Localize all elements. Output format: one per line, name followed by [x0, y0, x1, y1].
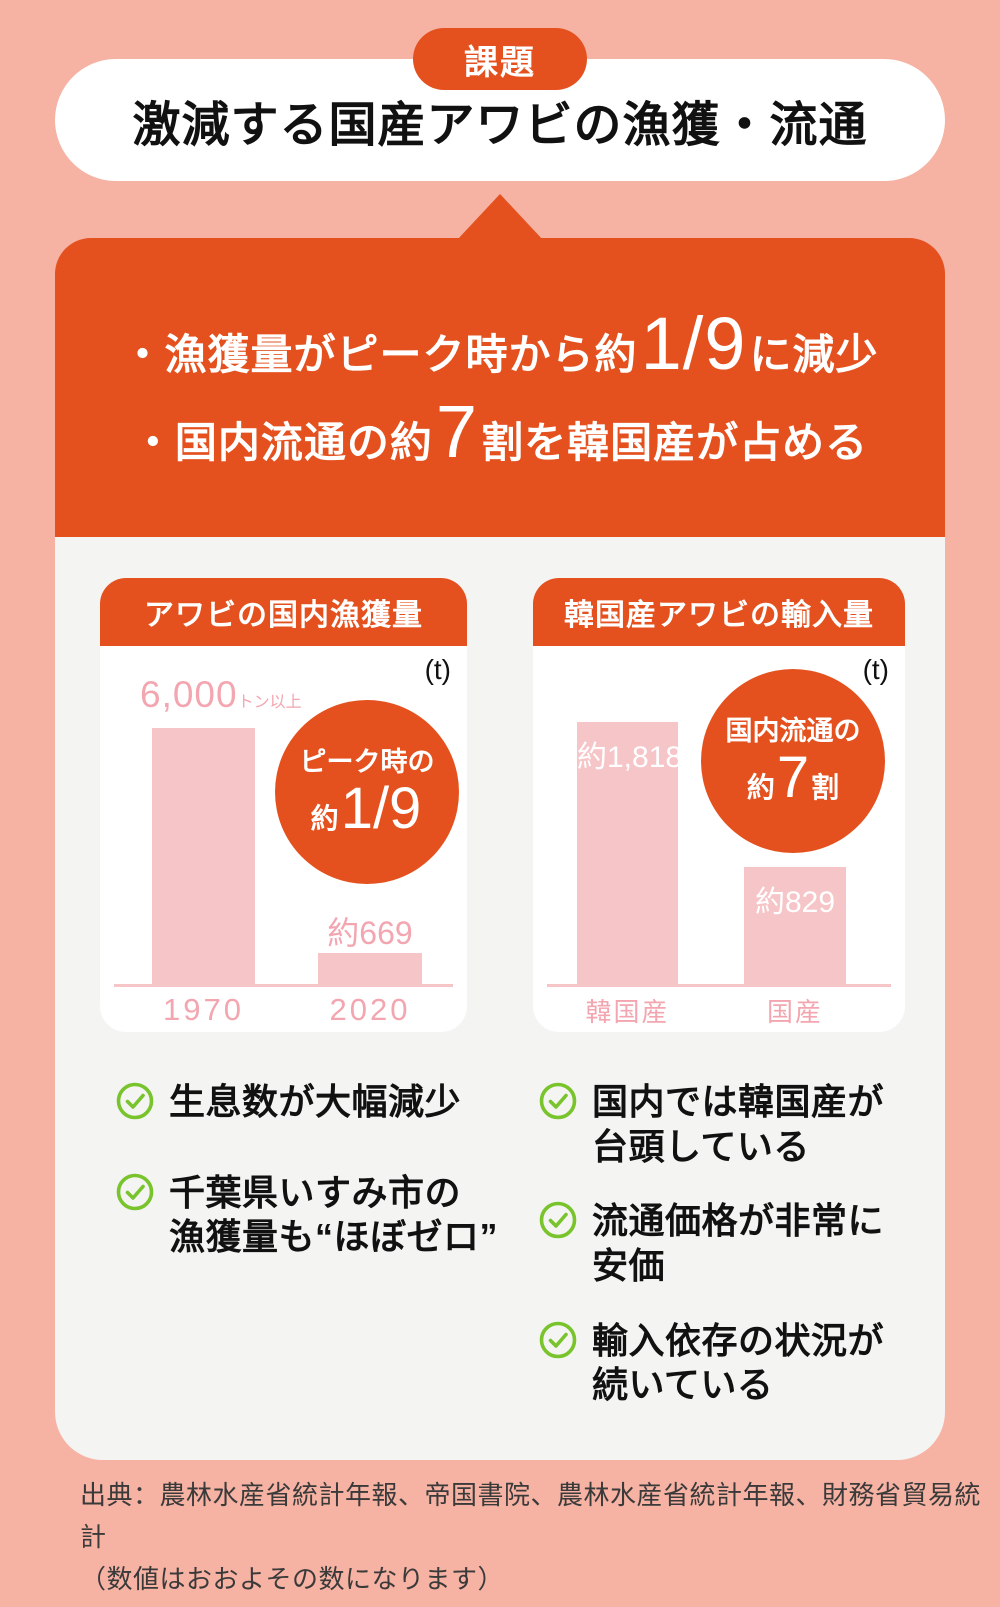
summary-big-number: 1/9	[640, 301, 747, 385]
bar-2020	[318, 953, 422, 984]
bar-value-label-domestic: 約829	[754, 886, 836, 919]
list-item: 輸入依存の状況が 続いている	[538, 1319, 938, 1408]
bar-value-label-1970: 6,000トン以上	[140, 674, 302, 716]
bar-value-1970-number: 6,000	[140, 674, 238, 715]
source-line-2: （数値はおおよその数になります）	[80, 1564, 505, 1595]
circle-small-text: 約	[310, 803, 339, 835]
chart-title-domestic-catch: アワビの国内漁獲量	[100, 578, 467, 646]
page-title: 激減する国産アワビの漁獲・流通	[132, 99, 868, 152]
circle-text-top: ピーク時の	[299, 746, 435, 777]
summary-text: に減少	[749, 330, 879, 378]
x-label-2020: 2020	[329, 992, 411, 1027]
source-note: 出典：農林水産省統計年報、帝国書院、農林水産省統計年報、財務省貿易統計 （数値は…	[80, 1474, 1000, 1600]
summary-text: 割を韓国産が占める	[481, 418, 869, 466]
circle-small-text: 約	[746, 772, 775, 804]
check-item-text: 輸入依存の状況が 続いている	[592, 1319, 885, 1406]
check-circle-icon	[539, 1201, 577, 1239]
issue-badge: 課題	[413, 28, 587, 90]
x-label-domestic: 国産	[766, 997, 823, 1027]
circle-small-text: 割	[811, 772, 840, 804]
chart-body-domestic-catch: (t) 6,000トン以上 約669 ピーク時の 約 1/9 1970 2020	[100, 646, 467, 1032]
summary-line-korean-share: ・国内流通の約 7 割を韓国産が占める	[131, 389, 869, 473]
list-item: 国内では韓国産が 台頭している	[538, 1080, 938, 1169]
x-axis	[114, 984, 453, 987]
issue-badge-label: 課題	[464, 43, 536, 82]
circle-big-number: 1/9	[340, 776, 422, 842]
bar-value-label-2020: 約669	[327, 915, 413, 951]
circle-text-top: 国内流通の	[725, 715, 861, 746]
summary-big-number: 7	[435, 389, 479, 473]
bar-value-label-korean: 約1,818	[577, 741, 683, 774]
check-circle-icon	[116, 1082, 154, 1120]
checklist-right: 国内では韓国産が 台頭している 流通価格が非常に 安価 輸入依存の状況が 続いて…	[538, 1080, 938, 1408]
check-item-text: 国内では韓国産が 台頭している	[592, 1081, 885, 1167]
check-item-text: 千葉県いすみ市の 漁獲量も“ほぼゼロ”	[169, 1171, 499, 1258]
source-line-1: 出典：農林水産省統計年報、帝国書院、農林水産省統計年報、財務省貿易統計	[80, 1480, 982, 1553]
summary-text: ・国内流通の約	[131, 418, 433, 466]
circle-big-number: 7	[776, 745, 810, 811]
check-circle-icon	[539, 1082, 577, 1120]
content-panel: アワビの国内漁獲量 (t) 6,000トン以上 約669 ピーク時の 約 1/9 …	[55, 537, 945, 1460]
speech-bubble-pointer	[457, 194, 543, 240]
check-item-text: 生息数が大幅減少	[169, 1081, 462, 1122]
summary-line-catch-decline: ・漁獲量がピーク時から約 1/9 に減少	[121, 301, 879, 385]
unit-label: (t)	[862, 654, 889, 685]
summary-box: ・漁獲量がピーク時から約 1/9 に減少 ・国内流通の約 7 割を韓国産が占める	[55, 238, 945, 537]
x-label-korean: 韓国産	[585, 997, 670, 1027]
list-item: 千葉県いすみ市の 漁獲量も“ほぼゼロ”	[115, 1171, 510, 1260]
chart-title-korean-imports: 韓国産アワビの輸入量	[533, 578, 905, 646]
check-circle-icon	[116, 1173, 154, 1210]
bar-1970	[152, 728, 255, 984]
x-label-1970: 1970	[163, 992, 244, 1027]
unit-label: (t)	[424, 654, 451, 685]
bar-value-1970-suffix: トン以上	[237, 694, 302, 711]
chart-card-domestic-catch: アワビの国内漁獲量 (t) 6,000トン以上 約669 ピーク時の 約 1/9 …	[100, 578, 467, 1032]
check-item-text: 流通価格が非常に 安価	[592, 1200, 885, 1286]
list-item: 流通価格が非常に 安価	[538, 1199, 938, 1288]
circle-text-bottom: 約 1/9	[311, 780, 424, 838]
bar-korean	[577, 722, 678, 984]
check-circle-icon	[539, 1321, 577, 1358]
summary-text: ・漁獲量がピーク時から約	[121, 330, 638, 378]
ratio-circle-one-ninth: ピーク時の 約 1/9	[275, 700, 459, 884]
list-item: 生息数が大幅減少	[115, 1080, 510, 1125]
checklist-left: 生息数が大幅減少 千葉県いすみ市の 漁獲量も“ほぼゼロ”	[115, 1080, 510, 1260]
bar-domestic	[744, 867, 846, 984]
x-axis	[547, 984, 891, 987]
